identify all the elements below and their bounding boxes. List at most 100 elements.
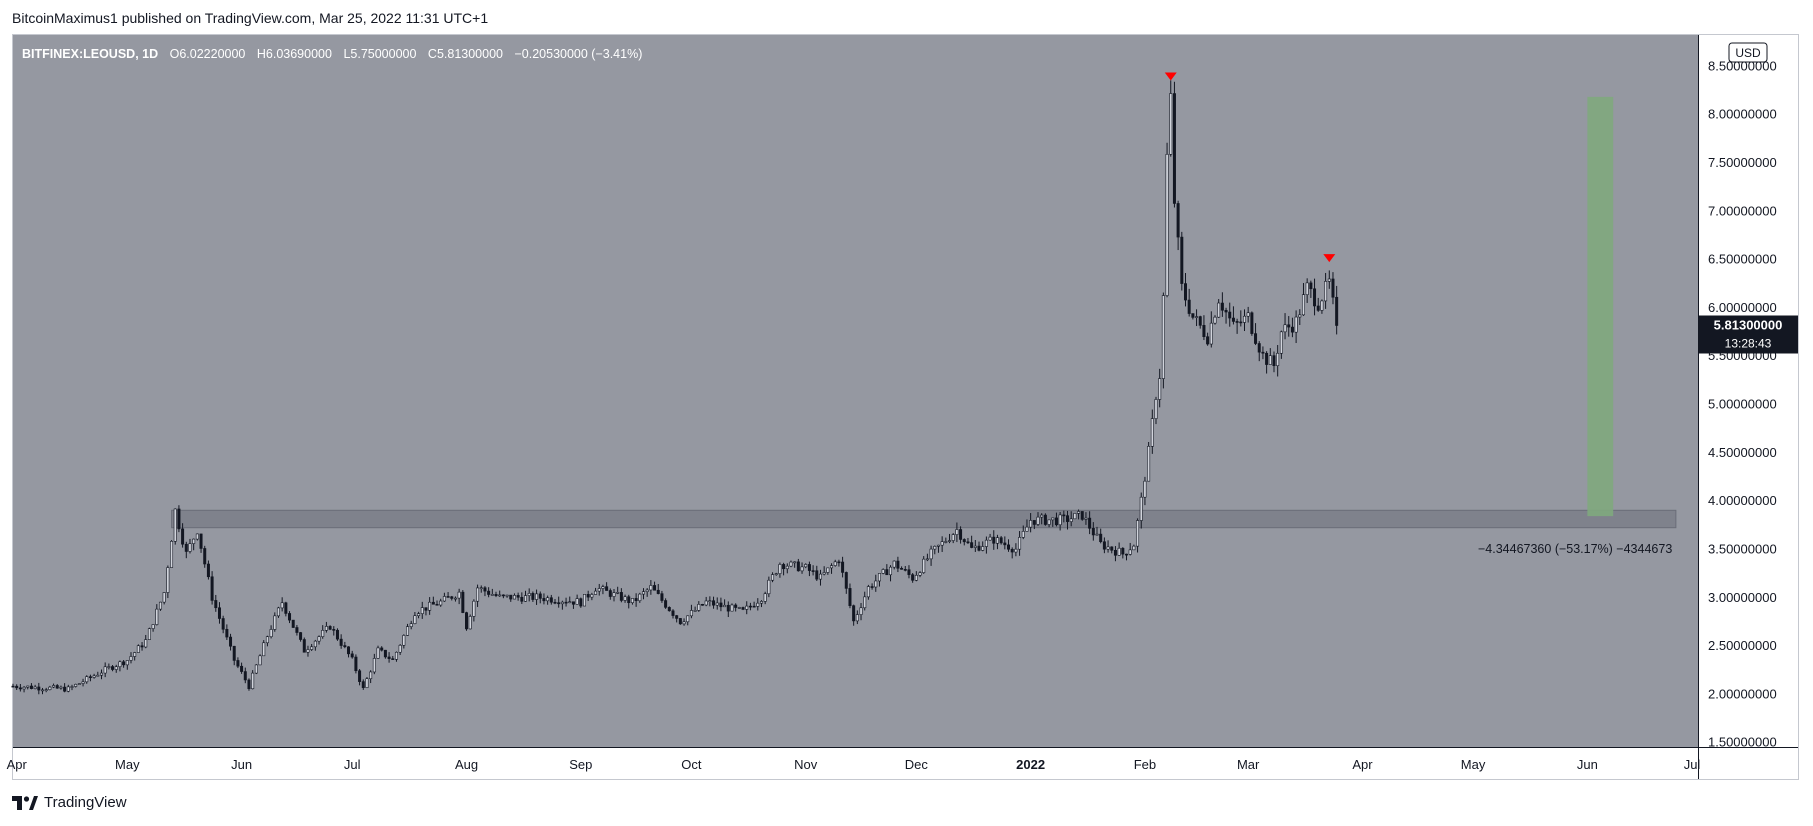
- candle-body: [557, 602, 561, 605]
- candle-body: [243, 671, 247, 681]
- candle-body: [999, 537, 1003, 544]
- candle-body: [417, 613, 421, 616]
- candle-body: [619, 592, 623, 601]
- candle-body: [1250, 312, 1254, 334]
- candle-body: [516, 595, 520, 598]
- footer-brand[interactable]: TradingView: [12, 794, 127, 811]
- candle-body: [96, 674, 100, 677]
- low-label: L: [343, 47, 350, 61]
- candle-body: [269, 629, 273, 638]
- candle-body: [682, 621, 686, 625]
- candle-body: [133, 652, 137, 657]
- y-tick-label: 7.50000000: [1708, 155, 1777, 170]
- candle-body: [1069, 518, 1073, 522]
- candle-body: [221, 618, 225, 630]
- time-axis-background: [13, 748, 1798, 779]
- candle-body: [372, 658, 376, 673]
- candle-body: [1217, 302, 1221, 318]
- candle-body: [114, 666, 118, 670]
- candle-body: [660, 593, 664, 601]
- candle-body: [1073, 513, 1077, 520]
- candle-body: [1139, 496, 1143, 521]
- candle-body: [37, 686, 41, 691]
- candle-body: [59, 686, 63, 689]
- candle-body: [1029, 520, 1033, 528]
- candle-body: [1091, 527, 1095, 536]
- candle-body: [605, 586, 609, 591]
- candle-body: [1007, 544, 1011, 550]
- candle-body: [833, 561, 837, 566]
- candle-body: [129, 656, 133, 661]
- change-value: −0.20530000 (−3.41%): [514, 47, 642, 61]
- candle-body: [756, 602, 760, 607]
- candle-body: [697, 604, 701, 611]
- price-axis-background: [1699, 35, 1798, 747]
- currency-label: USD: [1735, 46, 1761, 60]
- candle-body: [1003, 542, 1007, 546]
- candle-body: [988, 536, 992, 541]
- candle-body: [1180, 236, 1184, 284]
- y-tick-label: 4.00000000: [1708, 493, 1777, 508]
- x-tick-label: May: [1461, 757, 1486, 772]
- candle-body: [291, 619, 295, 628]
- candle-body: [748, 605, 752, 608]
- candle-body: [26, 685, 30, 688]
- candle-body: [881, 569, 885, 574]
- candle-body: [1301, 294, 1305, 316]
- candle-body: [122, 661, 126, 666]
- candle-body: [671, 610, 675, 616]
- candle-body: [818, 573, 822, 580]
- candle-body: [1106, 546, 1110, 550]
- candle-body: [310, 646, 314, 650]
- candle-body: [918, 572, 922, 576]
- candle-body: [288, 613, 292, 621]
- candle-body: [512, 595, 516, 600]
- candle-body: [70, 686, 74, 688]
- candle-body: [217, 607, 221, 619]
- x-tick-label: Jun: [1577, 757, 1598, 772]
- candle-body: [1102, 541, 1106, 550]
- candle-body: [302, 639, 306, 653]
- candle-body: [734, 604, 738, 608]
- candle-body: [339, 638, 343, 646]
- candle-body: [155, 608, 159, 625]
- candle-body: [280, 602, 284, 609]
- candle-body: [501, 594, 505, 597]
- candle-body: [276, 607, 280, 617]
- candle-body: [1235, 321, 1239, 323]
- candle-body: [409, 623, 413, 627]
- candle-body: [1136, 520, 1140, 547]
- currency-badge[interactable]: USD: [1728, 42, 1768, 63]
- measure-label: −4.34467360 (−53.17%) −4344673: [1478, 542, 1672, 556]
- candle-body: [520, 596, 524, 602]
- candle-body: [1228, 311, 1232, 319]
- candle-body: [715, 602, 719, 606]
- x-tick-label: Feb: [1134, 757, 1156, 772]
- candle-body: [1316, 305, 1320, 311]
- candle-body: [741, 607, 745, 610]
- candle-body: [435, 603, 439, 606]
- open-label: O: [170, 47, 180, 61]
- candle-body: [830, 565, 834, 569]
- candle-body: [859, 607, 863, 615]
- candle-body: [335, 629, 339, 640]
- candle-body: [188, 543, 192, 552]
- candle-body: [479, 587, 483, 590]
- candle-body: [1206, 336, 1210, 345]
- candle-body: [752, 605, 756, 608]
- x-tick-label: Nov: [794, 757, 818, 772]
- candle-body: [959, 529, 963, 540]
- candle-body: [1268, 355, 1272, 365]
- candle-body: [232, 645, 236, 661]
- candle-body: [667, 607, 671, 612]
- candle-body: [590, 594, 594, 598]
- candle-body: [402, 635, 406, 646]
- candle-body: [251, 672, 255, 690]
- symbol-label: BITFINEX:LEOUSD, 1D: [22, 47, 158, 61]
- candle-body: [612, 592, 616, 597]
- candle-body: [111, 666, 115, 670]
- candle-body: [1261, 351, 1265, 354]
- candle-body: [184, 543, 188, 552]
- candle-body: [653, 585, 657, 591]
